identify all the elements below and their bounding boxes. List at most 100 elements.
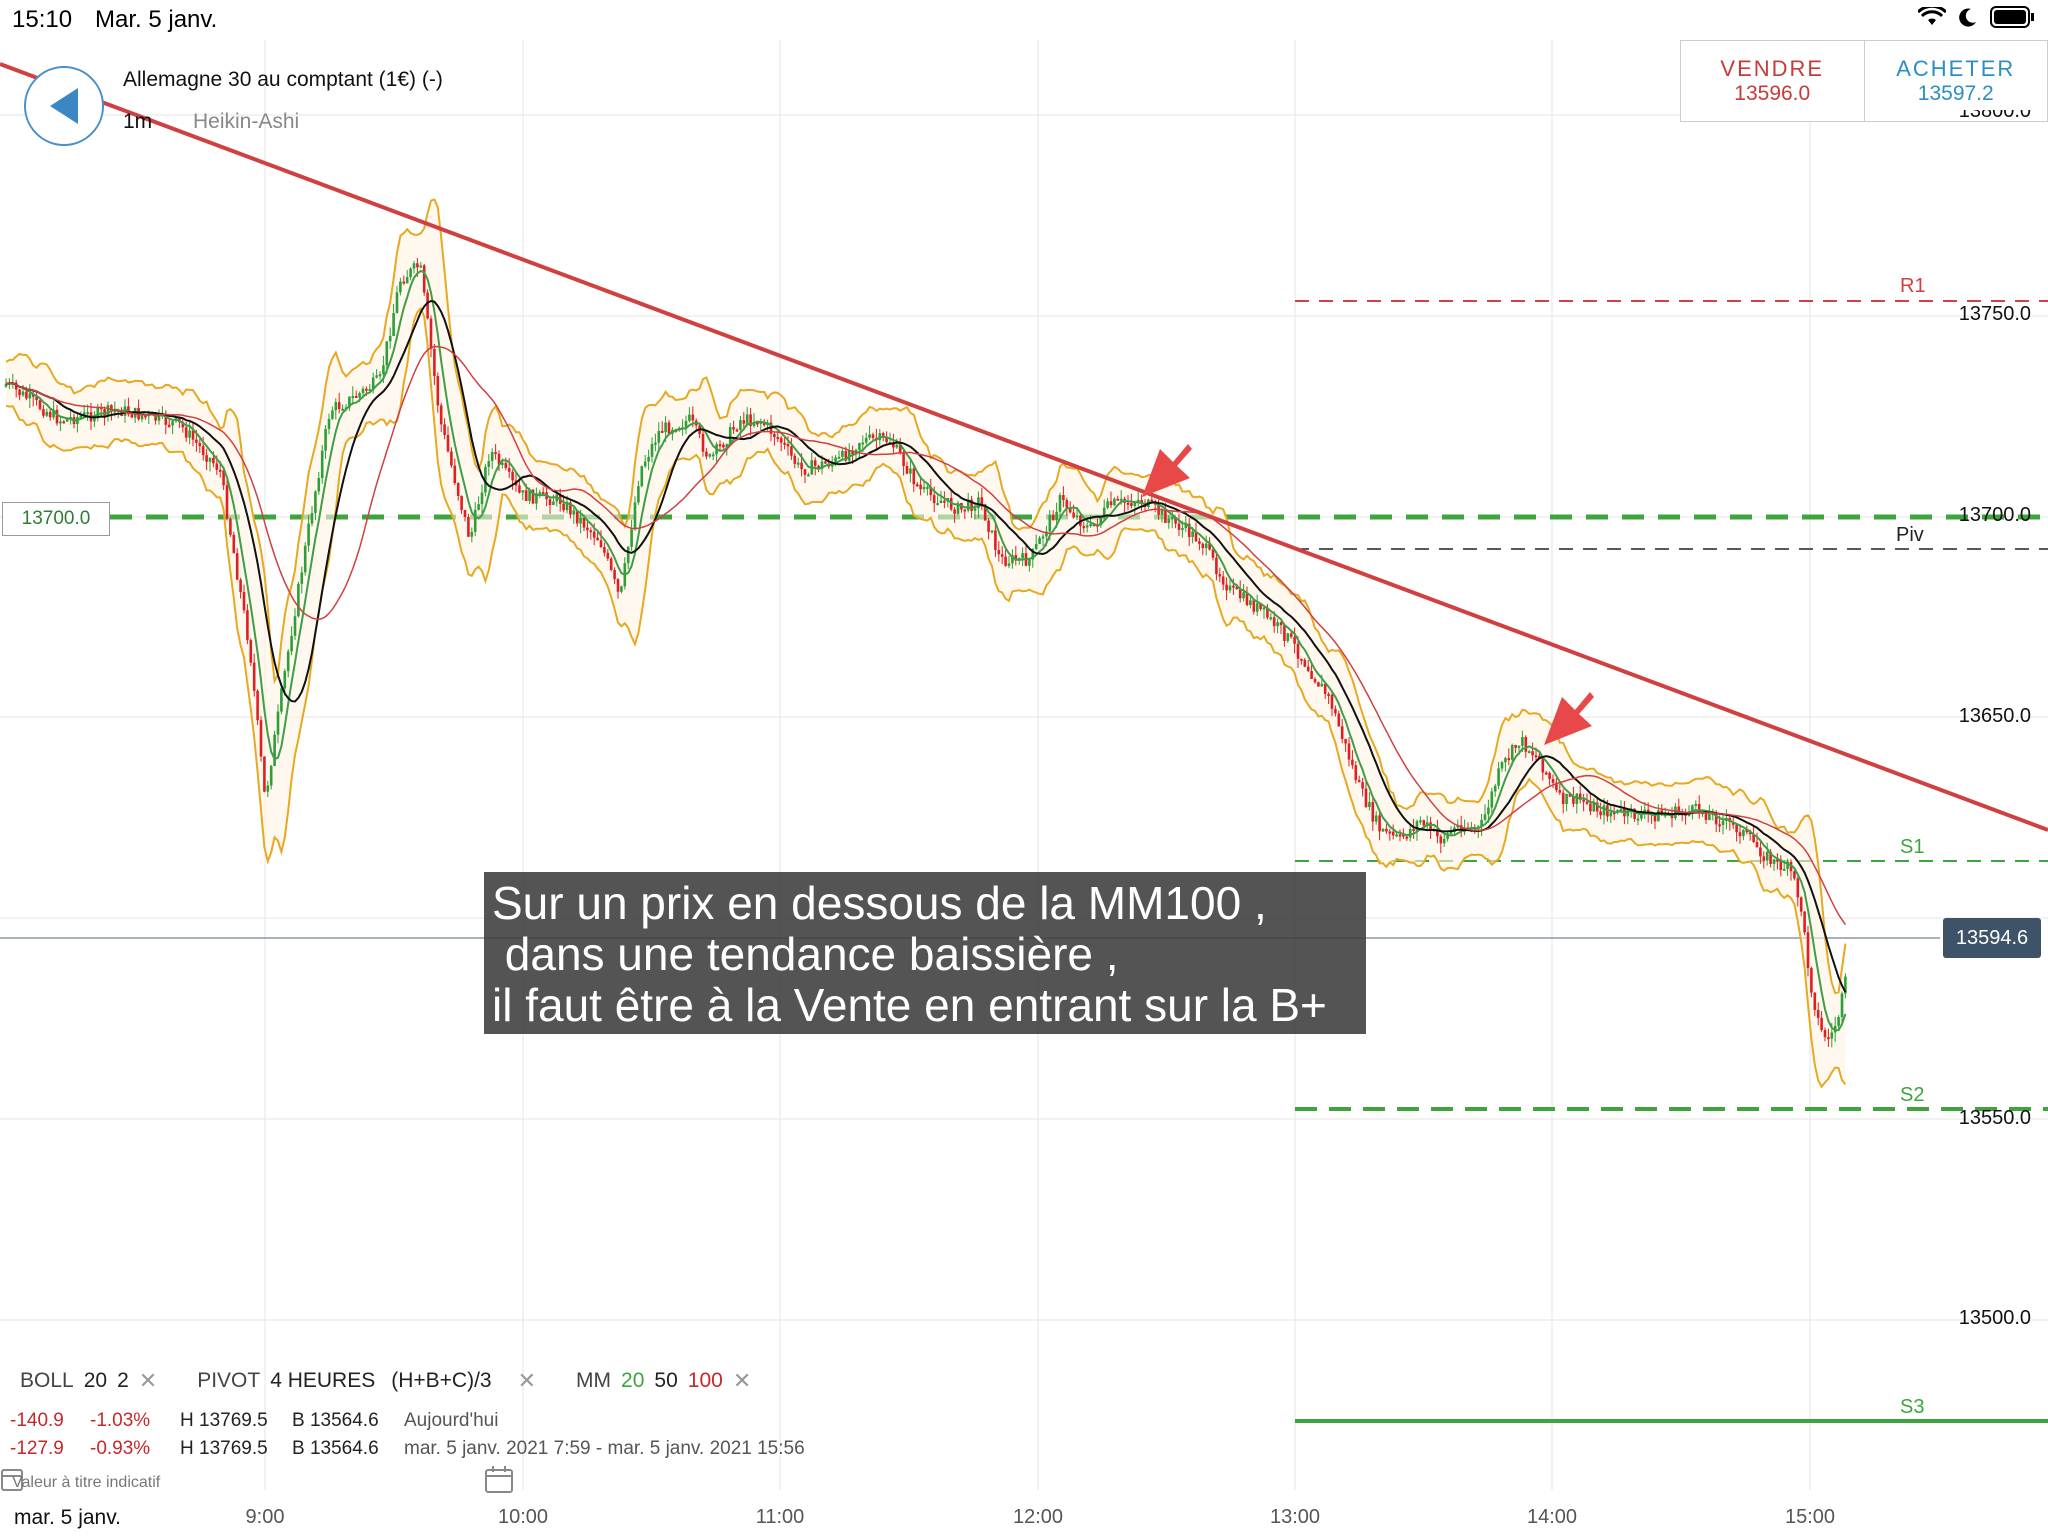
candle	[535, 493, 538, 504]
candle	[871, 434, 875, 438]
boll-label[interactable]: BOLL	[20, 1369, 74, 1392]
candle	[59, 421, 62, 424]
candle	[864, 437, 868, 443]
candle	[603, 547, 606, 553]
mm-label[interactable]: MM	[576, 1369, 612, 1392]
sell-button[interactable]: VENDRE 13596.0	[1681, 41, 1864, 121]
candle	[1211, 549, 1215, 558]
candle	[371, 377, 375, 390]
r1-label: R1	[1900, 275, 1926, 297]
candle	[1504, 758, 1507, 763]
candle	[1714, 813, 1718, 825]
candle	[541, 492, 545, 495]
candle	[1106, 501, 1109, 508]
candle	[1266, 607, 1269, 618]
candle	[531, 489, 535, 504]
candle	[1419, 820, 1422, 823]
candle	[650, 443, 654, 457]
stat-high: H 13769.5	[180, 1438, 268, 1459]
candle	[1368, 802, 1371, 808]
y-tick-label: 13650.0	[1958, 705, 2031, 727]
candle	[1306, 666, 1310, 672]
candle	[1422, 820, 1426, 826]
candle	[235, 553, 239, 580]
status-bar: 15:10 Mar. 5 janv.	[0, 0, 2048, 40]
chart-type-selector[interactable]: Heikin-Ashi	[193, 110, 300, 133]
candle	[1204, 543, 1208, 549]
candle	[1011, 555, 1014, 564]
candle	[936, 503, 939, 506]
candle	[647, 456, 650, 462]
candle	[1510, 745, 1514, 760]
candle	[1007, 563, 1011, 566]
candle	[249, 640, 253, 663]
candle	[1344, 738, 1347, 744]
y-tick-label: 13800.0	[1958, 100, 2031, 122]
candle	[1354, 765, 1358, 781]
candle	[745, 414, 749, 424]
trend-line[interactable]	[0, 62, 2048, 832]
candle	[963, 509, 967, 512]
candle	[1612, 812, 1616, 815]
remove-mm-icon[interactable]: ✕	[732, 1368, 752, 1393]
annotation-line: Sur un prix en dessous de la MM100 ,	[492, 877, 1267, 929]
candle	[779, 437, 783, 443]
timeframe-selector[interactable]: 1m	[123, 110, 153, 133]
calendar-icon[interactable]	[0, 1464, 24, 1494]
buy-price: 13597.2	[1917, 82, 1994, 105]
candle	[1048, 514, 1052, 532]
stat-change: -140.9	[10, 1410, 64, 1431]
candle	[881, 433, 885, 437]
candle	[365, 388, 368, 391]
stat-period[interactable]: mar. 5 janv. 2021 7:59 - mar. 5 janv. 20…	[404, 1438, 805, 1459]
back-button[interactable]	[24, 66, 104, 146]
remove-pivot-icon[interactable]: ✕	[517, 1368, 537, 1393]
candle	[1378, 815, 1381, 832]
candle	[1031, 548, 1035, 560]
candle	[728, 427, 732, 445]
status-icons	[1918, 6, 2036, 28]
candle	[708, 454, 712, 457]
candle	[4, 383, 8, 387]
candle	[1711, 813, 1715, 816]
candle	[144, 415, 147, 418]
candle	[562, 503, 565, 511]
candle	[307, 523, 310, 546]
candle	[208, 457, 212, 462]
candle	[977, 497, 980, 509]
pivot-label-legend[interactable]: PIVOT	[197, 1369, 261, 1392]
candle	[596, 537, 599, 541]
candle	[463, 509, 467, 517]
candle	[983, 504, 987, 521]
candle	[273, 734, 276, 766]
candle	[1704, 812, 1708, 820]
remove-boll-icon[interactable]: ✕	[138, 1368, 158, 1393]
candle	[1317, 682, 1320, 687]
candle	[552, 501, 555, 506]
candle	[667, 422, 671, 434]
candle	[1786, 861, 1789, 869]
pivot-formula: (H+B+C)/3	[391, 1369, 492, 1392]
candle	[586, 527, 589, 531]
candle	[334, 402, 338, 411]
mm100-line	[5, 345, 1847, 926]
candle	[1827, 1037, 1830, 1040]
candle	[841, 450, 844, 457]
candle	[1657, 810, 1660, 822]
pivot-period: 4 HEURES	[270, 1369, 376, 1392]
candle	[691, 414, 695, 421]
candle	[1068, 508, 1072, 513]
candle	[1113, 498, 1116, 506]
candle	[501, 462, 504, 465]
buy-button[interactable]: ACHETER 13597.2	[1863, 41, 2048, 121]
stat-period[interactable]: Aujourd'hui	[404, 1410, 499, 1431]
candle	[157, 414, 161, 421]
candle	[1487, 807, 1490, 815]
candle	[1769, 851, 1772, 864]
level-tag[interactable]: 13700.0	[2, 502, 110, 536]
candle	[195, 439, 198, 443]
calendar-icon[interactable]	[483, 1464, 515, 1494]
candle	[1133, 502, 1137, 507]
candle	[1045, 531, 1048, 537]
